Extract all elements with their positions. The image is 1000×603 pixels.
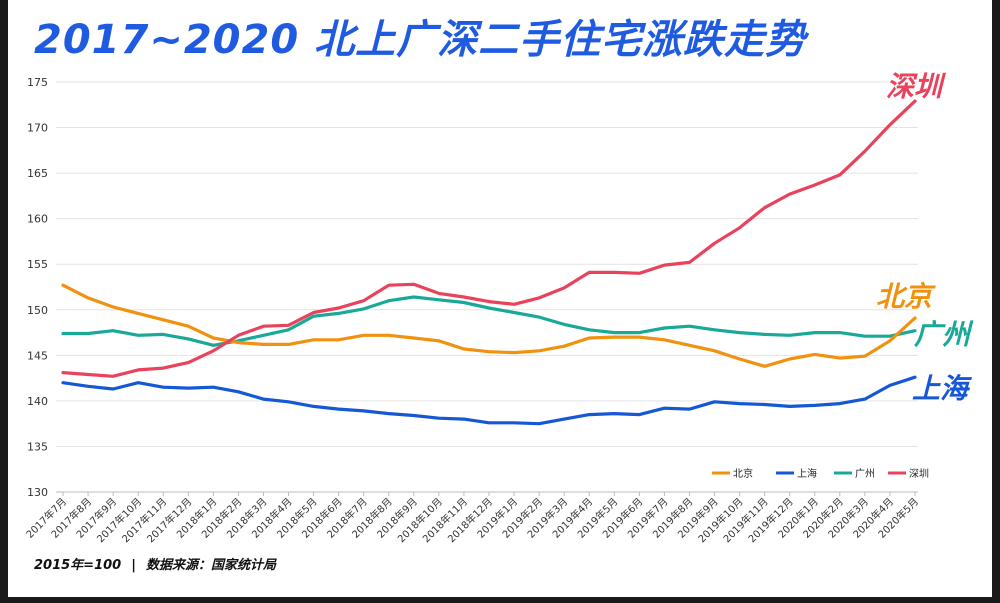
- gridlines: [56, 81, 918, 493]
- line-chart: 130 135 140 145 150 155 160 165 170 175 2017年7月20…: [23, 69, 974, 545]
- x-axis: 2017年7月2017年8月2017年9月2017年10月2017年11月201…: [23, 492, 921, 545]
- y-tick-label: 160: [27, 213, 48, 226]
- y-tick-label: 130: [27, 486, 48, 499]
- legend: 北京 上海 广州 深圳: [712, 467, 929, 480]
- chart-card: 2017~2020 北上广深二手住宅涨跌走势 130 135 140 145 150 15…: [8, 0, 992, 597]
- y-tick-label: 135: [27, 440, 48, 453]
- source-note: 数据来源：国家统计局: [145, 558, 276, 573]
- series-lines: [61, 99, 917, 426]
- y-tick-label: 175: [27, 76, 48, 89]
- series-line-北京: [61, 283, 917, 368]
- y-axis: 130 135 140 145 150 155 160 165 170 175: [27, 76, 918, 499]
- y-tick-label: 145: [27, 349, 48, 362]
- end-label-深圳: 深圳: [886, 70, 946, 103]
- series-line-上海: [61, 375, 917, 426]
- footnote: 2015年=100 | 数据来源：国家统计局: [34, 554, 276, 573]
- series-line-深圳: [61, 99, 917, 378]
- y-tick-label: 140: [27, 395, 48, 408]
- end-label-广州: 广州: [914, 318, 974, 351]
- chart-title: 2017~2020 北上广深二手住宅涨跌走势: [34, 17, 807, 63]
- legend-label-广州: 广州: [855, 468, 875, 480]
- series-line-广州: [61, 295, 917, 347]
- legend-label-北京: 北京: [733, 467, 753, 480]
- end-label-北京: 北京: [876, 280, 936, 313]
- base-note: 2015年=100: [34, 558, 122, 573]
- legend-label-上海: 上海: [797, 467, 817, 480]
- y-tick-label: 155: [27, 258, 48, 271]
- end-label-上海: 上海: [912, 372, 972, 405]
- y-tick-label: 170: [27, 122, 48, 135]
- y-tick-label: 165: [27, 167, 48, 180]
- separator: |: [131, 558, 136, 573]
- legend-label-深圳: 深圳: [909, 468, 929, 480]
- y-tick-label: 150: [27, 304, 48, 317]
